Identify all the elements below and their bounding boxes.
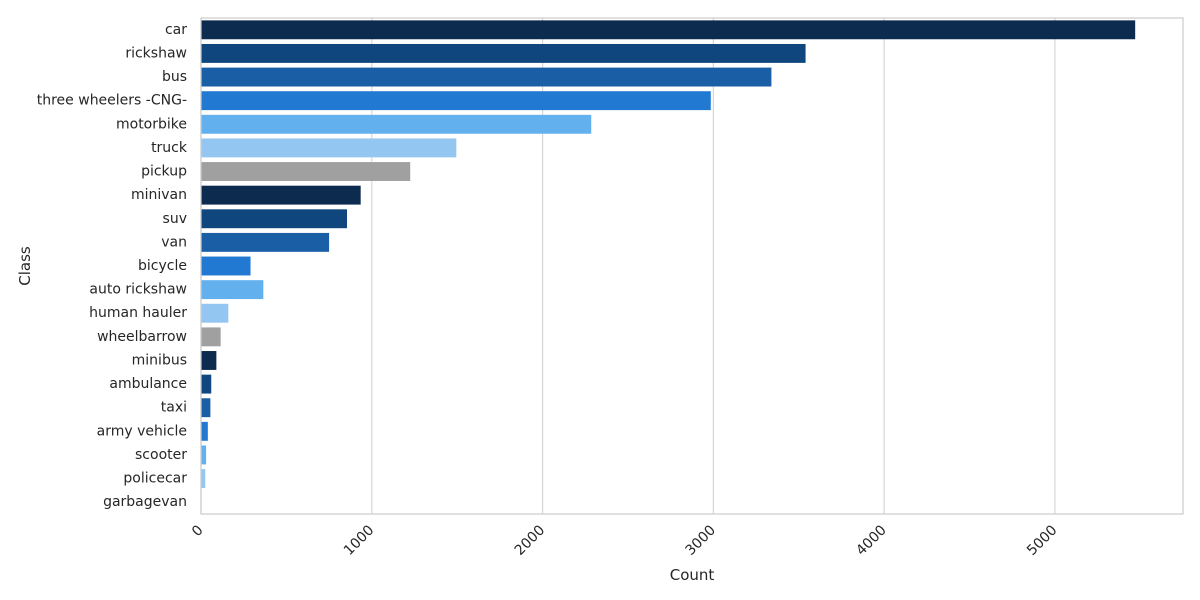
bar-ambulance xyxy=(201,374,212,394)
bar-truck xyxy=(201,138,457,158)
x-tick-labels: 0 1000 2000 3000 4000 5000 xyxy=(189,522,1061,559)
bar-motorbike xyxy=(201,114,592,134)
y-tick-label: truck xyxy=(151,140,188,156)
bar-wheelbarrow xyxy=(201,327,221,347)
bar-bus xyxy=(201,67,772,87)
y-tick-labels: car rickshaw bus three wheelers -CNG-motorb… xyxy=(37,22,188,510)
y-tick-label: policecar xyxy=(123,471,187,487)
y-tick-label: rickshaw xyxy=(125,45,187,61)
bar-car xyxy=(201,20,1136,40)
y-tick-label: army vehicle xyxy=(97,423,187,439)
y-tick-label: van xyxy=(161,234,187,250)
x-tick-label: 4000 xyxy=(853,522,890,559)
x-tick-label: 0 xyxy=(189,522,207,540)
y-tick-label: ambulance xyxy=(109,376,187,392)
bar-policecar xyxy=(201,469,206,489)
y-tick-label: garbagevan xyxy=(103,494,187,510)
y-tick-label: three wheelers -CNG- xyxy=(37,93,187,109)
y-tick-label: pickup xyxy=(141,164,187,180)
bar-army-vehicle xyxy=(201,421,208,441)
y-tick-label: car xyxy=(165,22,187,38)
y-tick-label: human hauler xyxy=(89,305,187,321)
bar-minibus xyxy=(201,351,217,370)
bar-minivan xyxy=(201,185,361,205)
bar-rickshaw xyxy=(201,43,806,63)
y-tick-label: auto rickshaw xyxy=(89,282,187,298)
x-axis-title: Count xyxy=(670,566,715,584)
y-tick-label: minibus xyxy=(132,352,187,368)
y-tick-label: suv xyxy=(163,211,187,227)
y-tick-label: motorbike xyxy=(116,116,187,132)
y-tick-label: bicycle xyxy=(138,258,187,274)
bar-taxi xyxy=(201,398,211,418)
bars xyxy=(201,20,1136,512)
bar-three-wheelers-cng xyxy=(201,91,711,111)
x-tick-label: 2000 xyxy=(512,522,549,559)
bar-bicycle xyxy=(201,256,251,276)
y-tick-label: scooter xyxy=(135,447,187,463)
bar-suv xyxy=(201,209,348,229)
y-tick-label: wheelbarrow xyxy=(97,329,187,345)
x-tick-label: 5000 xyxy=(1024,522,1061,559)
y-axis-title: Class xyxy=(16,246,34,286)
y-tick-label: taxi xyxy=(161,400,187,416)
bar-scooter xyxy=(201,445,207,465)
bar-auto-rickshaw xyxy=(201,280,264,300)
bar-van xyxy=(201,232,330,252)
y-tick-label: minivan xyxy=(131,187,187,203)
plot-frame xyxy=(200,17,1184,515)
y-tick-label: bus xyxy=(162,69,187,85)
x-tick-label: 1000 xyxy=(341,522,378,559)
bar-human-hauler xyxy=(201,303,229,323)
x-tick-label: 3000 xyxy=(682,522,719,559)
bar-pickup xyxy=(201,162,411,181)
